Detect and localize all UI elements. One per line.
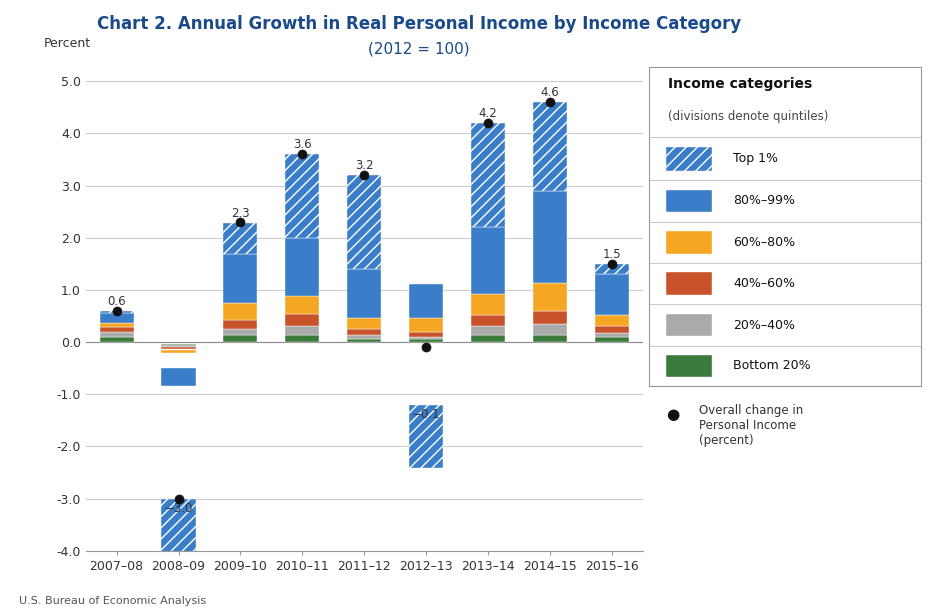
- Bar: [224, 335, 257, 342]
- Text: Top 1%: Top 1%: [733, 152, 779, 165]
- Bar: [665, 355, 712, 376]
- Bar: [100, 337, 133, 342]
- Bar: [595, 333, 628, 337]
- Bar: [533, 324, 566, 335]
- Bar: [286, 335, 319, 342]
- Bar: [595, 264, 628, 274]
- Bar: [471, 326, 505, 335]
- Bar: [533, 191, 566, 283]
- Text: 2.3: 2.3: [231, 207, 249, 220]
- Bar: [595, 326, 628, 333]
- Text: Percent: Percent: [44, 37, 91, 50]
- Bar: [286, 237, 319, 296]
- Text: −0.1: −0.1: [412, 408, 440, 421]
- Text: Income categories: Income categories: [668, 77, 812, 91]
- Bar: [224, 303, 257, 319]
- Bar: [595, 337, 628, 342]
- Bar: [162, 344, 195, 345]
- Bar: [471, 315, 505, 326]
- Bar: [100, 332, 133, 337]
- Bar: [224, 319, 257, 329]
- Bar: [347, 329, 381, 335]
- Bar: [100, 313, 133, 323]
- Bar: [347, 175, 381, 269]
- Bar: [665, 231, 712, 254]
- Bar: [347, 269, 381, 318]
- Text: 3.2: 3.2: [355, 159, 373, 172]
- Bar: [533, 283, 566, 312]
- Bar: [471, 227, 505, 294]
- Bar: [162, 368, 195, 386]
- Bar: [286, 326, 319, 335]
- Bar: [409, 405, 443, 468]
- Bar: [347, 340, 381, 342]
- Bar: [100, 311, 133, 313]
- Bar: [471, 294, 505, 315]
- Bar: [595, 274, 628, 315]
- Bar: [409, 318, 443, 332]
- Bar: [286, 154, 319, 237]
- Bar: [409, 340, 443, 342]
- Bar: [471, 335, 505, 342]
- Bar: [162, 499, 195, 612]
- Text: (divisions denote quintiles): (divisions denote quintiles): [668, 110, 828, 123]
- Bar: [224, 223, 257, 255]
- Bar: [665, 147, 712, 171]
- Text: Chart 2. Annual Growth in Real Personal Income by Income Category: Chart 2. Annual Growth in Real Personal …: [97, 15, 741, 33]
- Text: 60%–80%: 60%–80%: [733, 236, 796, 249]
- Text: Overall change in
Personal Income
(percent): Overall change in Personal Income (perce…: [699, 404, 803, 447]
- Bar: [665, 190, 712, 212]
- Text: U.S. Bureau of Economic Analysis: U.S. Bureau of Economic Analysis: [19, 596, 207, 606]
- Bar: [286, 296, 319, 315]
- Bar: [162, 345, 195, 347]
- Bar: [665, 272, 712, 295]
- Text: 3.6: 3.6: [293, 138, 311, 151]
- Bar: [162, 347, 195, 349]
- Bar: [471, 123, 505, 227]
- Bar: [409, 284, 443, 318]
- Bar: [100, 323, 133, 327]
- Bar: [162, 350, 195, 353]
- Bar: [409, 332, 443, 337]
- Text: Bottom 20%: Bottom 20%: [733, 359, 811, 372]
- Text: 4.2: 4.2: [479, 106, 497, 120]
- Bar: [533, 102, 566, 191]
- Bar: [533, 312, 566, 324]
- Bar: [409, 337, 443, 340]
- Bar: [286, 315, 319, 326]
- Text: 20%–40%: 20%–40%: [733, 319, 795, 332]
- Text: ●: ●: [666, 407, 680, 422]
- Text: 80%–99%: 80%–99%: [733, 195, 795, 207]
- Bar: [595, 315, 628, 326]
- Text: 1.5: 1.5: [603, 248, 621, 261]
- Bar: [224, 329, 257, 335]
- Bar: [665, 314, 712, 337]
- Text: 0.6: 0.6: [108, 294, 126, 308]
- Bar: [533, 335, 566, 342]
- Text: 4.6: 4.6: [541, 86, 559, 99]
- Text: 40%–60%: 40%–60%: [733, 277, 795, 290]
- Bar: [347, 318, 381, 329]
- Text: −3.0: −3.0: [165, 502, 192, 515]
- Bar: [347, 335, 381, 340]
- Bar: [100, 327, 133, 332]
- Bar: [224, 255, 257, 303]
- Text: (2012 = 100): (2012 = 100): [368, 42, 469, 57]
